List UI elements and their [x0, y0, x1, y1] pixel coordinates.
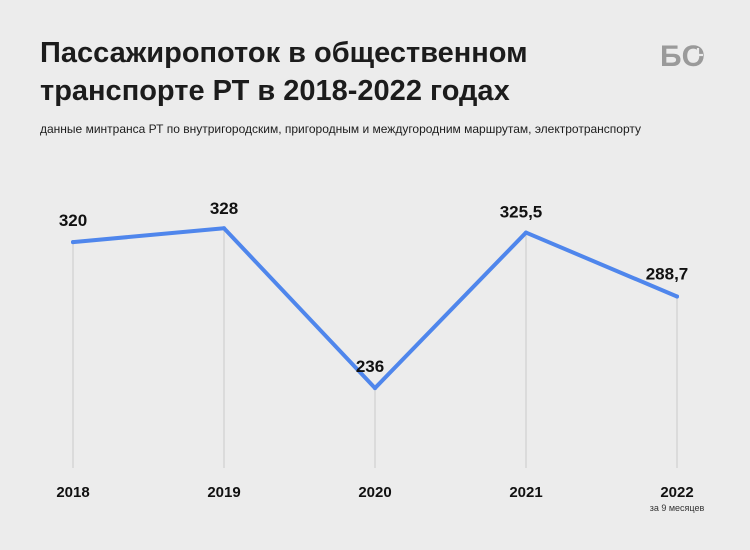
x-tick-label-2022: 2022 — [660, 484, 693, 501]
gridlines — [72, 228, 678, 468]
chart-title-line-1: Пассажиропоток в общественном — [40, 37, 528, 69]
chart-subtitle: данные минтранса РТ по внутригородским, … — [40, 122, 642, 136]
x-tick-label-2021: 2021 — [509, 484, 542, 501]
bo-logo: БО — [660, 38, 712, 72]
x-tick-label-2018: 2018 — [56, 484, 89, 501]
x-tick-label-2020: 2020 — [358, 484, 391, 501]
value-label-2022: 288,7 — [646, 265, 689, 284]
chart-title: Пассажиропоток в общественном транспорте… — [40, 34, 640, 110]
value-label-2020: 236 — [356, 357, 384, 376]
x-tick-note-2022: за 9 месяцев — [650, 503, 705, 513]
value-label-2021: 325,5 — [500, 203, 543, 222]
data-point-2022 — [675, 294, 679, 299]
chart-title-line-2: транспорте РТ в 2018-2022 годах — [40, 75, 510, 107]
data-point-2019 — [222, 226, 226, 231]
value-label-2019: 328 — [210, 199, 238, 218]
data-points — [71, 226, 679, 391]
value-label-2018: 320 — [59, 211, 87, 230]
value-labels: 320 328 236 325,5 288,7 — [59, 199, 688, 376]
x-axis-ticks: 2018 2019 2020 2021 2022 за 9 месяцев — [56, 484, 704, 513]
data-point-2020 — [373, 386, 377, 391]
data-point-2018 — [71, 240, 75, 245]
data-point-2021 — [524, 230, 528, 235]
logo-text: БО — [660, 40, 705, 72]
x-tick-label-2019: 2019 — [207, 484, 240, 501]
bo-logo-icon: БО — [660, 40, 705, 72]
